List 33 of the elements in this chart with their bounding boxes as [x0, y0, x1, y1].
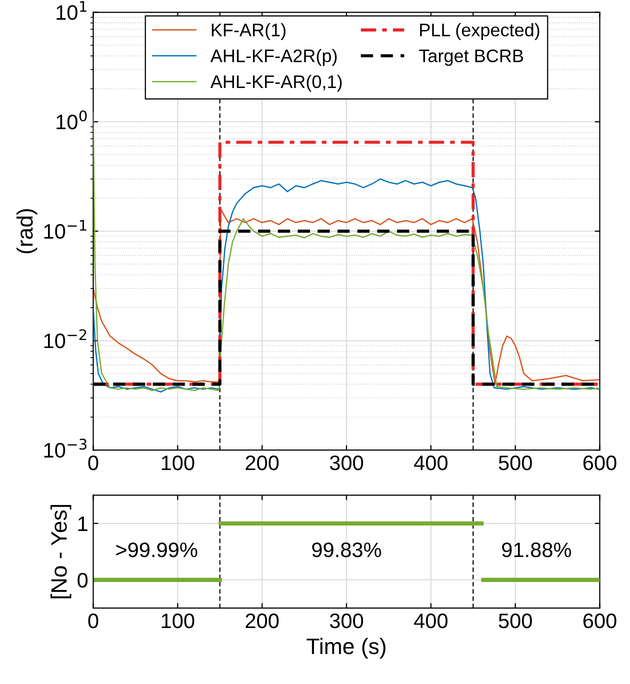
y-tick-label: 1: [78, 516, 88, 531]
legend-label: AHL-KF-A2R(p): [210, 49, 337, 66]
y-tick-label: 10$^{1}$: [56, 1, 86, 20]
y-tick-label: 10$^{0}$: [56, 110, 87, 130]
x-tick-label: 100: [162, 613, 194, 628]
x-tick-label: 300: [330, 613, 364, 628]
legend-label: AHL-KF-AR(0,1): [210, 74, 342, 92]
y-axis-title: (rad): [16, 209, 38, 254]
y-axis-title: [No - Yes]: [50, 505, 72, 598]
y-tick-label: 10$^{−3}$: [44, 438, 86, 458]
x-tick-label: 100: [162, 455, 194, 470]
x-tick-label: 500: [498, 455, 532, 470]
annotation: 99.83%: [312, 542, 382, 558]
legend-label: PLL (expected): [420, 23, 540, 40]
x-tick-label: 600: [583, 455, 616, 470]
x-tick-label: 500: [498, 613, 532, 628]
x-axis-title: Time (s): [306, 638, 386, 659]
x-tick-label: 400: [414, 613, 448, 628]
x-tick-label: 300: [330, 455, 364, 470]
annotation: 91.88%: [502, 542, 572, 558]
y-tick-label: 10$^{−1}$: [44, 220, 86, 239]
x-tick-label: 0: [88, 613, 98, 628]
x-tick-label: 400: [414, 455, 448, 470]
x-tick-label: 600: [583, 613, 616, 628]
x-tick-label: 200: [246, 613, 279, 628]
legend-label: KF-AR(1): [212, 23, 286, 40]
y-tick-label: 10$^{−2}$: [44, 329, 86, 348]
x-tick-label: 200: [246, 455, 279, 470]
annotation: >99.99%: [116, 542, 198, 558]
y-tick-label: 0: [78, 572, 88, 588]
x-tick-label: 0: [88, 455, 98, 470]
legend-label: Target BCRB: [419, 49, 524, 66]
line-series: [93, 178, 600, 393]
